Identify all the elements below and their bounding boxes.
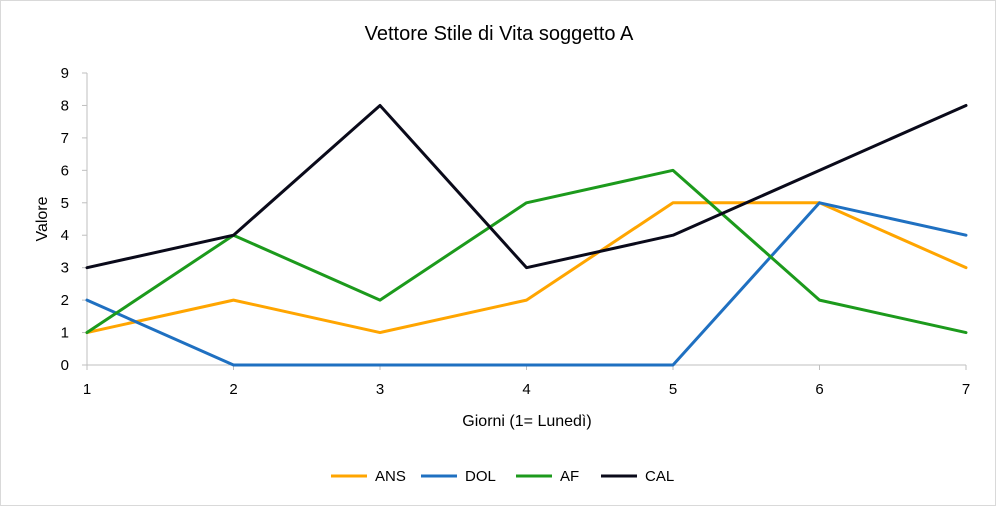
x-tick-label: 5 bbox=[669, 381, 677, 398]
y-tick-label: 4 bbox=[61, 227, 69, 244]
y-tick-label: 8 bbox=[61, 97, 69, 114]
y-tick-label: 3 bbox=[61, 260, 69, 277]
legend: ANS DOL AF CAL bbox=[331, 468, 674, 485]
x-axis-label: Giorni (1= Lunedì) bbox=[462, 413, 591, 430]
y-tick-label: 0 bbox=[61, 357, 69, 374]
y-axis-label: Valore bbox=[34, 196, 51, 241]
x-tick-label: 4 bbox=[522, 381, 530, 398]
series-line-dol bbox=[85, 201, 968, 367]
legend-label-dol: DOL bbox=[465, 468, 496, 485]
y-tick-label: 7 bbox=[61, 130, 69, 147]
y-tick-label: 6 bbox=[61, 162, 69, 179]
y-tick-label: 9 bbox=[61, 65, 69, 82]
series-layer bbox=[85, 103, 968, 367]
x-tick-label: 2 bbox=[229, 381, 237, 398]
x-tick-label: 3 bbox=[376, 381, 384, 398]
y-tick-label: 2 bbox=[61, 292, 69, 309]
y-tick-label: 5 bbox=[61, 195, 69, 212]
x-tick-label: 6 bbox=[815, 381, 823, 398]
y-tick-label: 1 bbox=[61, 325, 69, 342]
x-tick-label: 7 bbox=[962, 381, 970, 398]
series-line-af bbox=[85, 168, 968, 335]
series-line-cal bbox=[85, 103, 968, 270]
legend-label-cal: CAL bbox=[645, 468, 674, 485]
legend-label-ans: ANS bbox=[375, 468, 406, 485]
chart-title: Vettore Stile di Vita soggetto A bbox=[365, 23, 634, 45]
x-tick-label: 1 bbox=[83, 381, 91, 398]
legend-label-af: AF bbox=[560, 468, 579, 485]
